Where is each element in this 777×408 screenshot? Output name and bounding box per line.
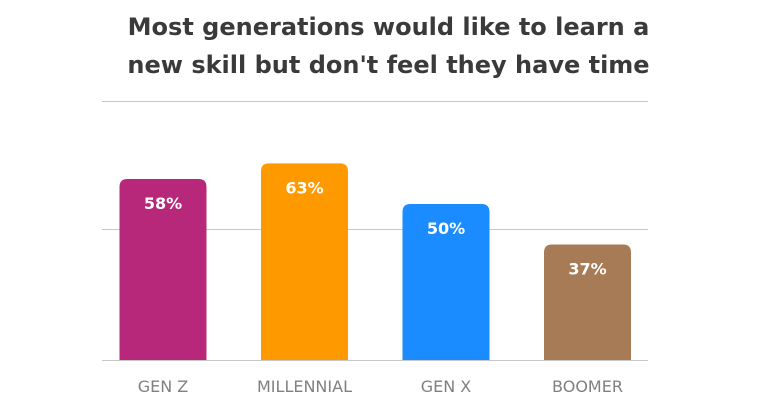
x-axis-tick-labels: GEN Z MILLENNIAL GEN X BOOMER bbox=[138, 377, 623, 396]
bar-gen-x bbox=[402, 203, 490, 360]
value-label-boomer: 37% bbox=[568, 260, 606, 279]
chart-title-line-1: Most generations would like to learn a bbox=[127, 13, 650, 41]
chart-title-line-2: new skill but don't feel they have time bbox=[127, 51, 650, 79]
value-label-gen-z: 58% bbox=[144, 194, 182, 213]
chart-title: Most generations would like to learn a n… bbox=[100, 8, 677, 84]
bar-boomer bbox=[544, 244, 631, 360]
x-tick-millennial: MILLENNIAL bbox=[257, 377, 352, 396]
value-labels: 58% 63% 50% 37% bbox=[144, 178, 607, 278]
bars bbox=[119, 163, 631, 360]
bar-gen-z bbox=[119, 179, 207, 360]
bar-millennial bbox=[261, 163, 348, 360]
x-tick-boomer: BOOMER bbox=[552, 377, 623, 396]
x-tick-gen-x: GEN X bbox=[421, 377, 472, 396]
x-tick-gen-z: GEN Z bbox=[138, 377, 189, 396]
value-label-gen-x: 50% bbox=[427, 219, 465, 238]
value-label-millennial: 63% bbox=[285, 178, 323, 197]
